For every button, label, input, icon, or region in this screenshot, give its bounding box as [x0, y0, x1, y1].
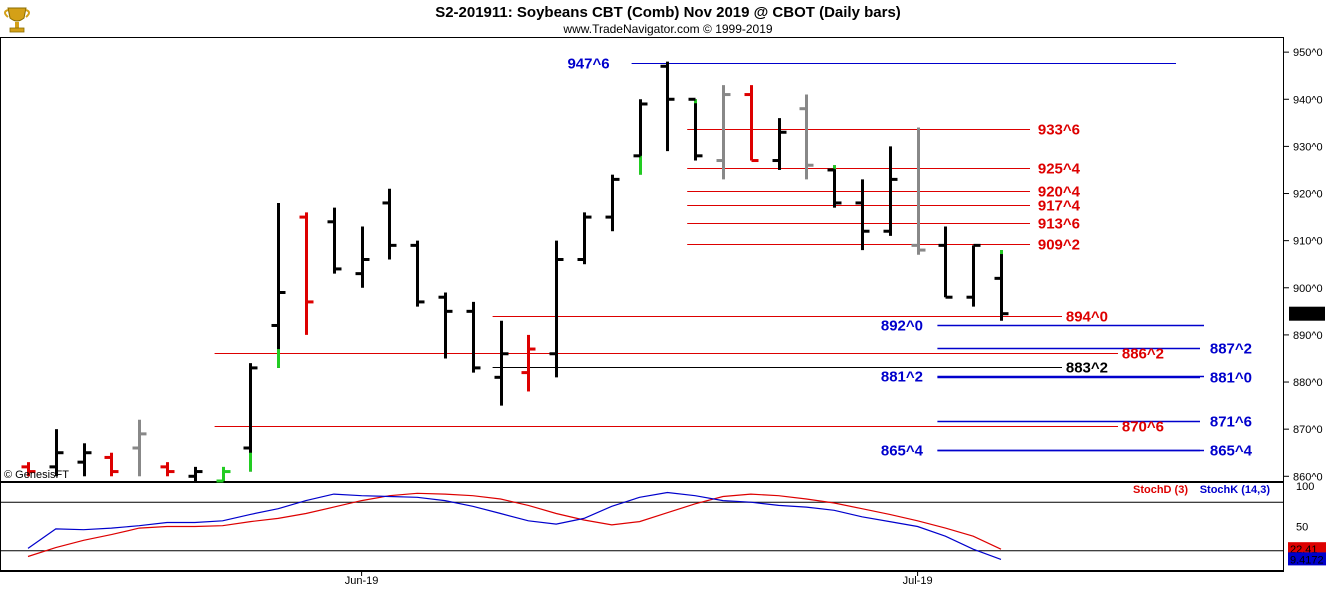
- price-level-label: 913^6: [1038, 216, 1080, 233]
- x-tick-label: Jul-19: [903, 575, 933, 587]
- stoch-tick-label: 100: [1296, 481, 1314, 493]
- y-tick-label: 870^0: [1293, 424, 1323, 436]
- watermark: © GenesisFT: [4, 469, 69, 481]
- y-tick-label: 860^0: [1293, 471, 1323, 483]
- price-level-label: 909^2: [1038, 237, 1080, 254]
- price-level-label: 894^0: [1066, 309, 1108, 326]
- logo: [4, 7, 30, 33]
- price-level-label: 917^4: [1038, 198, 1081, 215]
- price-level-label: 933^6: [1038, 122, 1080, 139]
- trophy-icon: [4, 7, 30, 33]
- stoch-value-label: 9.4172: [1290, 554, 1324, 566]
- price-level-label: 892^0: [881, 318, 923, 335]
- price-level-label: 881^2: [881, 369, 923, 386]
- stoch-k-line: [27, 491, 1002, 560]
- legend-stoch-d: StochD (3): [1133, 484, 1188, 496]
- price-axis: 950^0 940^0 930^0 920^0 910^0 900^0 890^0 880^0…: [1284, 47, 1325, 483]
- last-price-label: 894^4: [1292, 309, 1322, 321]
- stoch-panel-frame: [0, 482, 1284, 571]
- stoch-value-badge: [1288, 542, 1326, 556]
- price-level-label: 947^6: [567, 56, 609, 73]
- stoch-tick-label: 50: [1296, 522, 1308, 534]
- price-level-label: 865^4: [881, 443, 924, 460]
- stoch-value-badge: [1288, 552, 1326, 566]
- price-bars: [21, 61, 1009, 483]
- y-tick-label: 880^0: [1293, 377, 1323, 389]
- price-panel-frame: [0, 37, 1284, 482]
- y-tick-label: 930^0: [1293, 141, 1323, 153]
- price-level-label: 925^4: [1038, 161, 1081, 178]
- x-tick-label: Jun-19: [345, 575, 379, 587]
- y-tick-label: 900^0: [1293, 283, 1323, 295]
- legend-stoch-k: StochK (14,3): [1200, 484, 1271, 496]
- price-level-label: 881^0: [1210, 370, 1252, 387]
- stoch-d-line: [27, 492, 1002, 558]
- price-level-label: 920^4: [1038, 184, 1081, 201]
- y-tick-label: 950^0: [1293, 47, 1323, 59]
- y-tick-label: 910^0: [1293, 236, 1323, 248]
- price-level-label: 865^4: [1210, 443, 1253, 460]
- price-level-label: 870^6: [1122, 419, 1164, 436]
- price-level-label: 871^6: [1210, 414, 1252, 431]
- chart-title: S2-201911: Soybeans CBT (Comb) Nov 2019 …: [435, 4, 901, 21]
- time-axis: Jun-19 Jul-19: [345, 571, 933, 587]
- y-tick-label: 890^0: [1293, 330, 1323, 342]
- y-tick-label: 920^0: [1293, 189, 1323, 201]
- price-level-label: 883^2: [1066, 360, 1108, 377]
- price-level-label: 886^2: [1122, 346, 1164, 363]
- y-tick-label: 940^0: [1293, 94, 1323, 106]
- chart-subtitle: www.TradeNavigator.com © 1999-2019: [562, 22, 772, 36]
- last-price-badge: [1289, 306, 1325, 321]
- price-level-label: 887^2: [1210, 341, 1252, 358]
